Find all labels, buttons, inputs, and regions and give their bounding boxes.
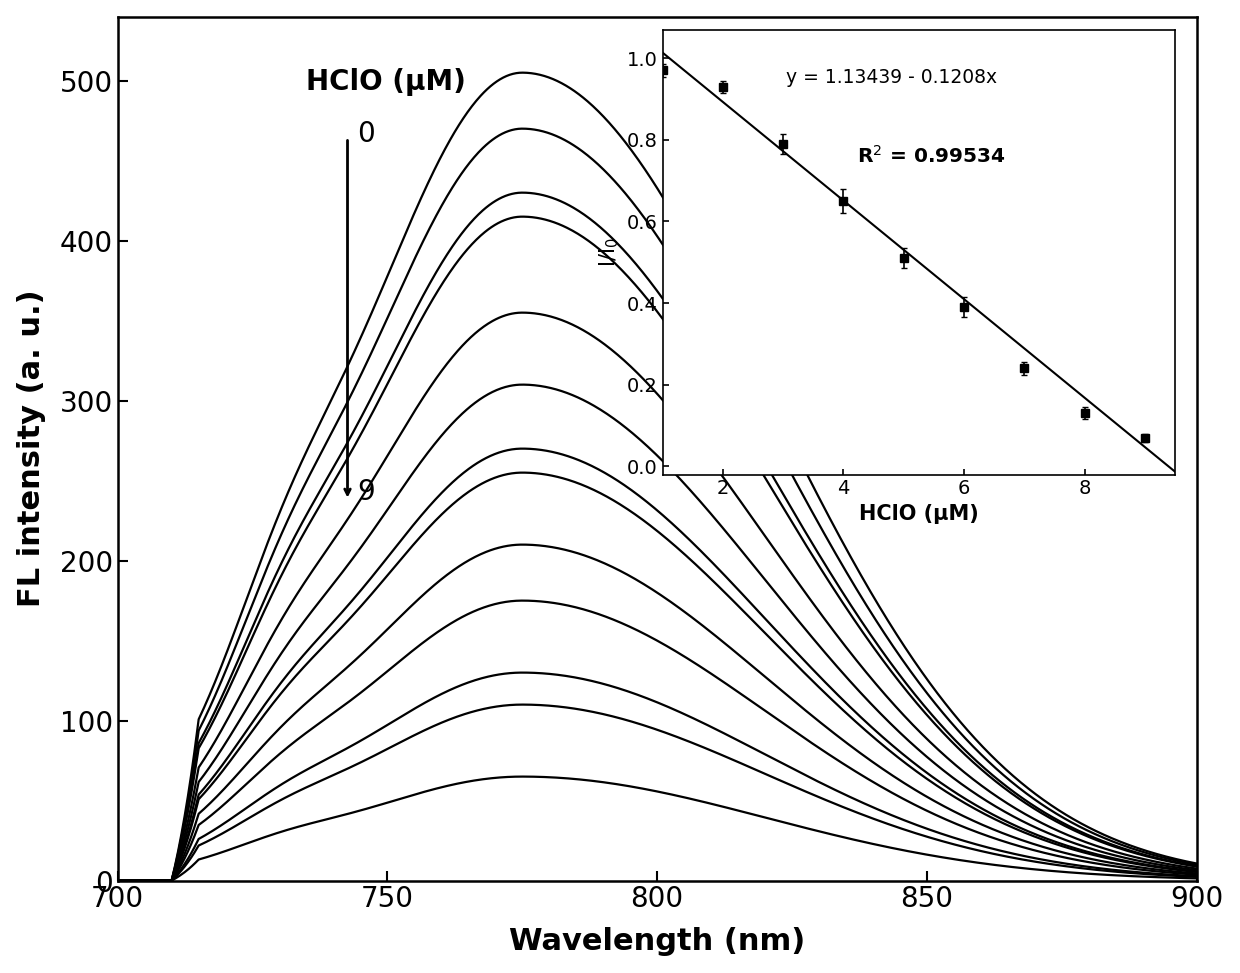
Text: HClO (μM): HClO (μM) xyxy=(306,68,466,96)
Y-axis label: FL intensity (a. u.): FL intensity (a. u.) xyxy=(16,290,46,607)
Text: 9: 9 xyxy=(357,479,374,507)
Text: 0: 0 xyxy=(357,120,374,148)
X-axis label: Wavelength (nm): Wavelength (nm) xyxy=(510,927,805,956)
